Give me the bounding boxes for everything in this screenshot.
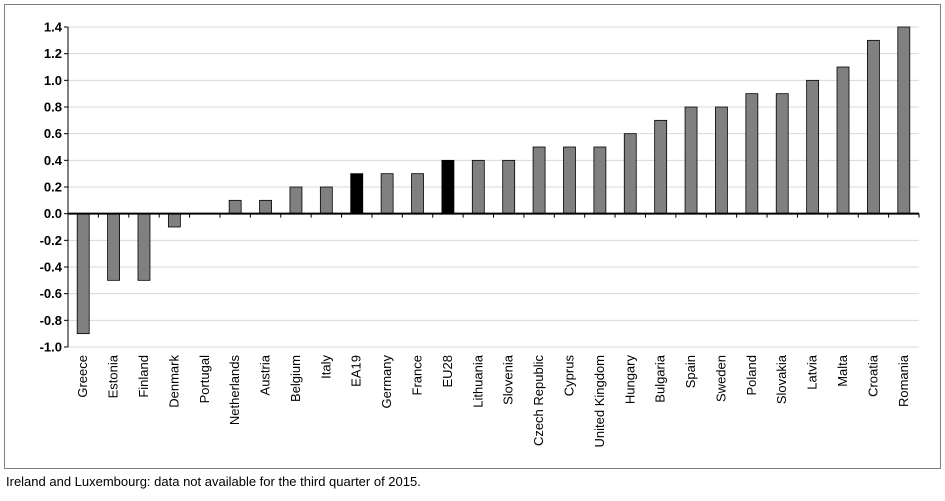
- bar-sweden: [715, 106, 728, 215]
- y-tick-labels: 1.4 1.2 1.0 0.8 0.6 0.4 0.2 0.0 -0.2 -0.4 -0.6 -0.8…: [40, 20, 63, 355]
- x-category-label: Latvia: [805, 354, 820, 389]
- x-category-label: Lithuania: [470, 354, 485, 408]
- y-tick-label: 0.2: [44, 180, 62, 195]
- bar-slovakia: [775, 93, 789, 215]
- y-tick-label: -0.2: [40, 233, 62, 248]
- bar-romania: [897, 26, 911, 215]
- bar-czech-republic: [532, 146, 546, 215]
- x-category-label: Portugal: [197, 355, 212, 404]
- bar-greece: [76, 213, 90, 335]
- x-category-label: Italy: [318, 355, 333, 379]
- x-category-label: EU28: [440, 355, 455, 388]
- y-tick-label: 0.8: [44, 100, 62, 115]
- bars: [76, 26, 911, 335]
- x-category-label: Germany: [379, 355, 394, 409]
- x-category-label: Finland: [136, 355, 151, 398]
- y-tick-label: -0.6: [40, 286, 62, 301]
- x-category-labels: Greece Estonia Finland Denmark Portugal Nethe…: [75, 354, 911, 447]
- x-category-label: Sweden: [713, 355, 728, 402]
- x-category-label: Greece: [75, 355, 90, 398]
- bar-malta: [836, 66, 850, 215]
- bar-poland: [745, 93, 759, 215]
- bar-france: [411, 173, 424, 215]
- bar-italy: [319, 186, 333, 215]
- bar-slovenia: [502, 159, 516, 215]
- bar-croatia: [867, 39, 880, 215]
- bar-belgium: [289, 186, 303, 215]
- y-tick-label: -0.8: [40, 313, 62, 328]
- bar-spain: [684, 106, 698, 215]
- bar-denmark: [167, 213, 181, 228]
- y-tick-label: 1.0: [44, 73, 62, 88]
- y-tick-label: 0.6: [44, 126, 62, 141]
- bar-latvia: [806, 79, 820, 215]
- x-category-label: Croatia: [865, 354, 880, 397]
- y-tick-label: 0.4: [44, 153, 63, 168]
- bar-united-kingdom: [593, 146, 607, 215]
- bar-germany: [380, 173, 394, 215]
- axes: [64, 26, 920, 348]
- bar-estonia: [107, 213, 120, 281]
- y-tick-label: 0.0: [44, 206, 62, 221]
- bar-cyprus: [563, 146, 576, 215]
- x-category-label: France: [410, 355, 425, 395]
- bar-austria: [259, 199, 272, 215]
- chart-footnote: Ireland and Luxembourg: data not availab…: [6, 474, 421, 489]
- x-category-label: Slovenia: [501, 354, 516, 405]
- x-category-label: Malta: [835, 354, 850, 387]
- bar-lithuania: [471, 159, 485, 215]
- bar-bulgaria: [654, 119, 668, 215]
- chart-frame: 1.4 1.2 1.0 0.8 0.6 0.4 0.2 0.0 -0.2 -0.4 -0.6 -0.8…: [4, 4, 941, 469]
- x-category-label: Belgium: [288, 355, 303, 402]
- bar-chart: 1.4 1.2 1.0 0.8 0.6 0.4 0.2 0.0 -0.2 -0.4 -0.6 -0.8…: [40, 20, 920, 448]
- bar-eu28: [441, 159, 455, 215]
- x-category-label: Romania: [896, 354, 911, 407]
- x-category-label: EA19: [349, 355, 364, 387]
- bar-finland: [137, 213, 151, 281]
- x-category-label: Denmark: [166, 355, 181, 408]
- x-category-label: United Kingdom: [592, 355, 607, 448]
- x-category-label: Austria: [258, 354, 273, 395]
- x-category-label: Slovakia: [774, 354, 789, 404]
- bar-netherlands: [228, 199, 242, 215]
- y-tick-label: 1.4: [44, 20, 63, 35]
- bar-ea19: [350, 173, 364, 215]
- x-category-label: Spain: [683, 355, 698, 388]
- y-tick-label: 1.2: [44, 46, 62, 61]
- y-tick-label: -0.4: [40, 260, 63, 275]
- gridlines: [68, 26, 919, 348]
- x-category-label: Netherlands: [227, 355, 242, 426]
- x-category-label: Bulgaria: [653, 354, 668, 402]
- x-category-label: Estonia: [106, 354, 121, 398]
- x-category-label: Czech Republic: [531, 355, 546, 447]
- y-tick-label: -1.0: [40, 340, 62, 355]
- bar-hungary: [623, 133, 637, 215]
- x-category-label: Cyprus: [561, 355, 576, 397]
- x-category-label: Hungary: [622, 355, 637, 405]
- x-category-label: Poland: [744, 355, 759, 395]
